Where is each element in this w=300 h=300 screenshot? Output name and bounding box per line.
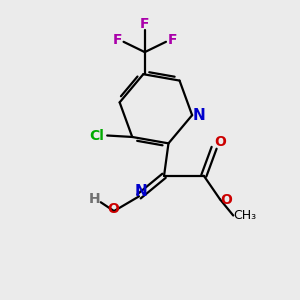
Text: Cl: Cl xyxy=(89,128,104,142)
Text: F: F xyxy=(168,33,177,47)
Text: CH₃: CH₃ xyxy=(233,209,256,222)
Text: O: O xyxy=(107,202,119,216)
Text: N: N xyxy=(134,184,147,200)
Text: H: H xyxy=(89,192,101,206)
Text: O: O xyxy=(215,136,226,149)
Text: N: N xyxy=(193,108,206,123)
Text: F: F xyxy=(140,16,149,31)
Text: O: O xyxy=(220,193,232,207)
Text: F: F xyxy=(112,33,122,47)
